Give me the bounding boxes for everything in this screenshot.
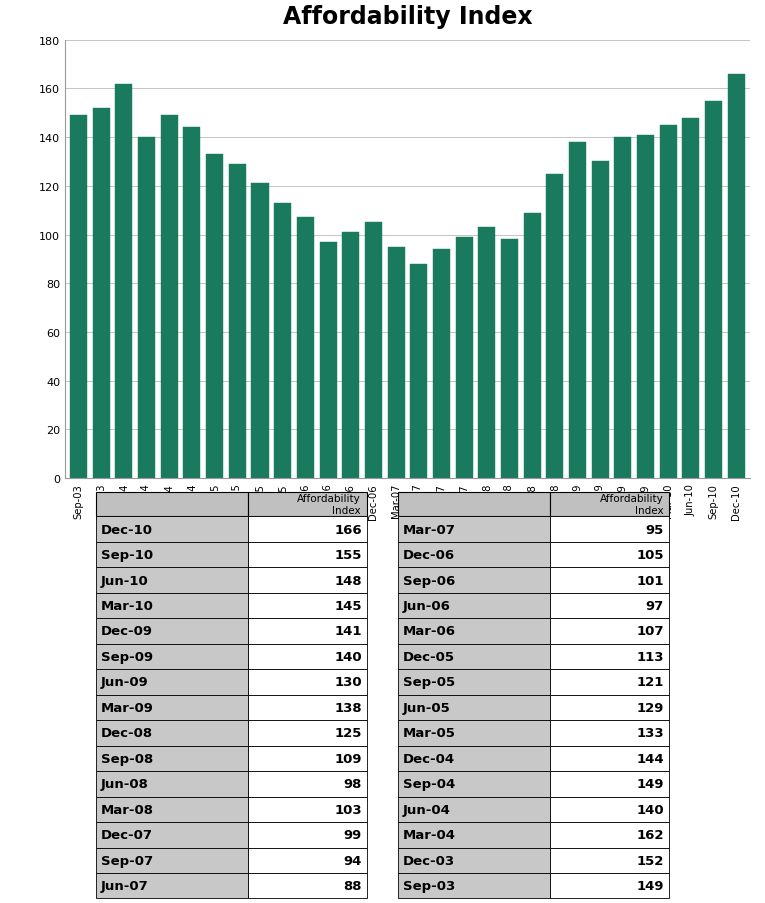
Text: Affordability
Index: Affordability Index: [600, 494, 663, 516]
Text: Dec-10: Dec-10: [101, 523, 153, 536]
Bar: [433, 250, 450, 479]
Text: 145: 145: [334, 600, 362, 612]
Bar: [138, 138, 155, 479]
Text: 148: 148: [334, 574, 362, 587]
Text: 105: 105: [636, 548, 664, 562]
Text: 101: 101: [636, 574, 664, 587]
Title: Affordability Index: Affordability Index: [282, 5, 532, 29]
Bar: [705, 101, 722, 479]
Text: 133: 133: [636, 727, 664, 740]
Text: 144: 144: [636, 752, 664, 765]
Bar: [320, 243, 337, 479]
Text: 149: 149: [636, 777, 664, 790]
Bar: [501, 240, 518, 479]
Text: Jun-10: Jun-10: [101, 574, 148, 587]
Text: Dec-09: Dec-09: [101, 625, 153, 638]
Text: Dec-04: Dec-04: [403, 752, 455, 765]
Bar: [569, 143, 586, 479]
Text: Dec-07: Dec-07: [101, 828, 153, 842]
Bar: [728, 75, 744, 479]
Text: 99: 99: [343, 828, 362, 842]
Text: Sep-09: Sep-09: [101, 650, 153, 663]
Text: Jun-08: Jun-08: [101, 777, 149, 790]
Text: 140: 140: [636, 803, 664, 816]
Bar: [252, 184, 269, 479]
Text: Sep-06: Sep-06: [403, 574, 455, 587]
Text: Affordability
Index: Affordability Index: [298, 494, 361, 516]
Text: Jun-04: Jun-04: [403, 803, 451, 816]
Text: Mar-05: Mar-05: [403, 727, 456, 740]
Text: 121: 121: [636, 675, 664, 689]
Bar: [70, 116, 87, 479]
Bar: [274, 204, 291, 479]
Text: 129: 129: [636, 701, 664, 714]
Bar: [342, 233, 360, 479]
Text: Mar-04: Mar-04: [403, 828, 456, 842]
Text: Mar-07: Mar-07: [403, 523, 456, 536]
Text: 141: 141: [334, 625, 362, 638]
Text: 149: 149: [636, 880, 664, 892]
Text: Mar-10: Mar-10: [101, 600, 154, 612]
Bar: [116, 84, 132, 479]
Text: 162: 162: [636, 828, 664, 842]
Text: Jun-09: Jun-09: [101, 675, 148, 689]
Bar: [455, 237, 473, 479]
Bar: [546, 174, 563, 479]
Text: 113: 113: [636, 650, 664, 663]
Text: Sep-05: Sep-05: [403, 675, 455, 689]
Bar: [659, 126, 676, 479]
Text: 98: 98: [343, 777, 362, 790]
Text: 138: 138: [334, 701, 362, 714]
Bar: [93, 108, 110, 479]
Bar: [206, 155, 223, 479]
Text: Jun-05: Jun-05: [403, 701, 451, 714]
Text: Dec-05: Dec-05: [403, 650, 455, 663]
Text: Sep-07: Sep-07: [101, 854, 153, 867]
Text: 97: 97: [646, 600, 664, 612]
Text: Mar-08: Mar-08: [101, 803, 154, 816]
Text: Sep-10: Sep-10: [101, 548, 153, 562]
Text: Dec-03: Dec-03: [403, 854, 455, 867]
Bar: [388, 247, 405, 479]
Text: 103: 103: [334, 803, 362, 816]
Bar: [410, 265, 427, 479]
Text: Dec-08: Dec-08: [101, 727, 153, 740]
Text: 152: 152: [636, 854, 664, 867]
Bar: [591, 163, 609, 479]
Bar: [229, 164, 246, 479]
Bar: [297, 219, 314, 479]
Bar: [365, 223, 382, 479]
Text: 166: 166: [334, 523, 362, 536]
Text: 130: 130: [334, 675, 362, 689]
Text: 95: 95: [646, 523, 664, 536]
Text: Sep-08: Sep-08: [101, 752, 153, 765]
Bar: [184, 128, 200, 479]
Bar: [682, 118, 699, 479]
Text: 140: 140: [334, 650, 362, 663]
Bar: [614, 138, 631, 479]
Text: 94: 94: [343, 854, 362, 867]
Text: Dec-06: Dec-06: [403, 548, 455, 562]
Bar: [478, 228, 495, 479]
Text: Sep-03: Sep-03: [403, 880, 455, 892]
Text: 109: 109: [334, 752, 362, 765]
Bar: [161, 116, 177, 479]
Bar: [637, 135, 654, 479]
Text: Jun-07: Jun-07: [101, 880, 148, 892]
Text: Mar-06: Mar-06: [403, 625, 456, 638]
Text: 107: 107: [636, 625, 664, 638]
Text: Jun-06: Jun-06: [403, 600, 451, 612]
Text: 125: 125: [334, 727, 362, 740]
Text: Mar-09: Mar-09: [101, 701, 154, 714]
Text: Sep-04: Sep-04: [403, 777, 455, 790]
Text: 155: 155: [334, 548, 362, 562]
Text: 88: 88: [343, 880, 362, 892]
Bar: [523, 213, 541, 479]
